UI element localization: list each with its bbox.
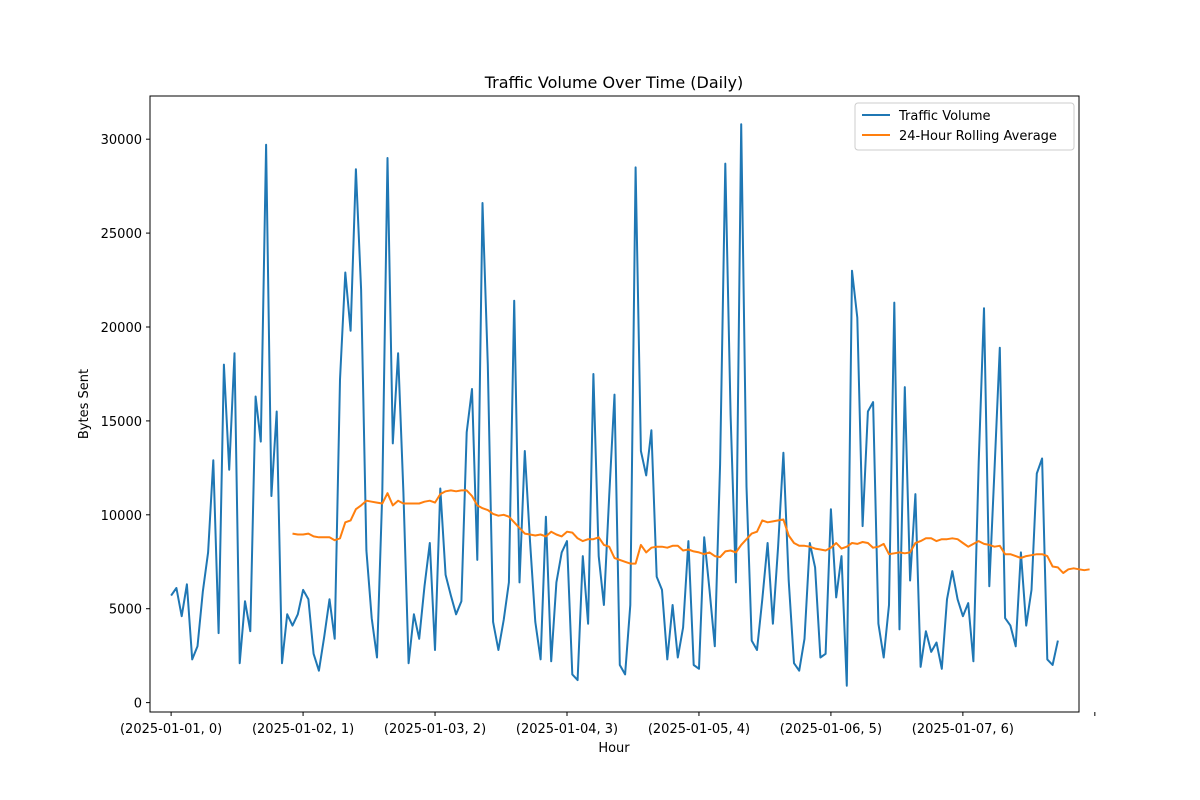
- y-tick-label: 30000: [101, 133, 142, 148]
- series-line-rolling-average: [292, 489, 1090, 574]
- plot-area-frame: [149, 95, 1080, 713]
- legend-label-traffic-volume: Traffic Volume: [898, 109, 991, 124]
- y-tick-label: 0: [134, 697, 142, 712]
- x-tick-label: (2025-01-06, 5): [780, 722, 882, 737]
- legend-label-rolling-average: 24-Hour Rolling Average: [899, 129, 1057, 144]
- x-tick-label: (2025-01-04, 3): [516, 722, 618, 737]
- x-tick-label: (2025-01-05, 4): [648, 722, 750, 737]
- y-tick-label: 25000: [101, 227, 142, 242]
- legend-box: [854, 102, 1075, 151]
- series-line-traffic-volume: [170, 123, 1059, 687]
- series-lines: [170, 123, 1090, 687]
- y-axis: 0 5000 10000 15000 20000 25000 30000: [101, 133, 150, 712]
- legend: Traffic Volume 24-Hour Rolling Average: [854, 102, 1075, 151]
- y-tick-label: 15000: [101, 415, 142, 430]
- x-axis-label: Hour: [598, 741, 630, 756]
- x-tick-label: (2025-01-07, 6): [912, 722, 1014, 737]
- y-tick-label: 5000: [109, 603, 142, 618]
- y-tick-label: 10000: [101, 509, 142, 524]
- x-tick-label: (2025-01-02, 1): [252, 722, 354, 737]
- chart-title: Traffic Volume Over Time (Daily): [484, 73, 744, 92]
- y-axis-label: Bytes Sent: [77, 369, 92, 439]
- x-axis: (2025-01-01, 0) (2025-01-02, 1) (2025-01-0…: [120, 712, 1096, 737]
- x-tick-label: (2025-01-01, 0): [120, 722, 222, 737]
- x-tick-label: (2025-01-03, 2): [384, 722, 486, 737]
- y-tick-label: 20000: [101, 321, 142, 336]
